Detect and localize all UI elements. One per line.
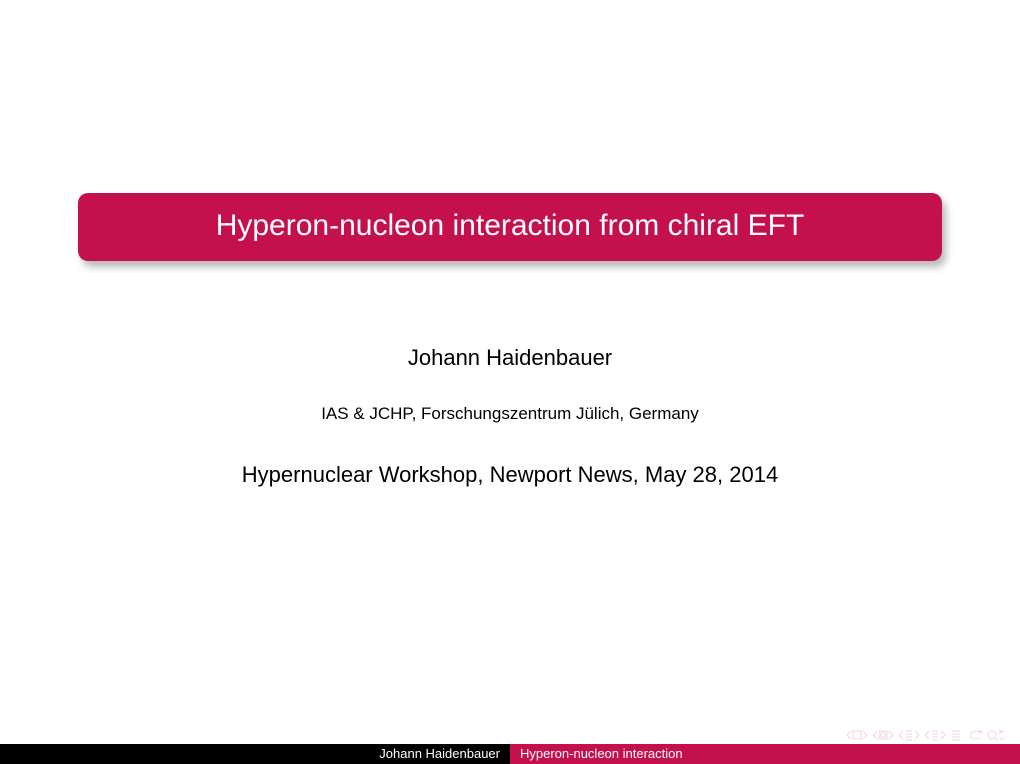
footer-bar: Johann Haidenbauer Hyperon-nucleon inter… xyxy=(0,744,1020,764)
footer-shorttitle: Hyperon-nucleon interaction xyxy=(510,744,1020,764)
nav-next-icon[interactable] xyxy=(924,729,946,741)
nav-prev-section-icon[interactable] xyxy=(872,729,894,741)
author-affiliation: IAS & JCHP, Forschungszentrum Jülich, Ge… xyxy=(0,404,1020,424)
nav-last-icon[interactable] xyxy=(950,729,966,741)
slide: Hyperon-nucleon interaction from chiral … xyxy=(0,0,1020,764)
nav-back-forward-icon[interactable] xyxy=(970,729,1004,741)
nav-prev-icon[interactable] xyxy=(898,729,920,741)
conference-line: Hypernuclear Workshop, Newport News, May… xyxy=(0,462,1020,488)
nav-first-icon[interactable] xyxy=(846,729,868,741)
title-block: Hyperon-nucleon interaction from chiral … xyxy=(78,193,942,261)
author-name: Johann Haidenbauer xyxy=(0,345,1020,371)
beamer-nav-bar xyxy=(846,729,1004,741)
footer-author: Johann Haidenbauer xyxy=(0,744,510,764)
slide-title: Hyperon-nucleon interaction from chiral … xyxy=(78,193,942,261)
